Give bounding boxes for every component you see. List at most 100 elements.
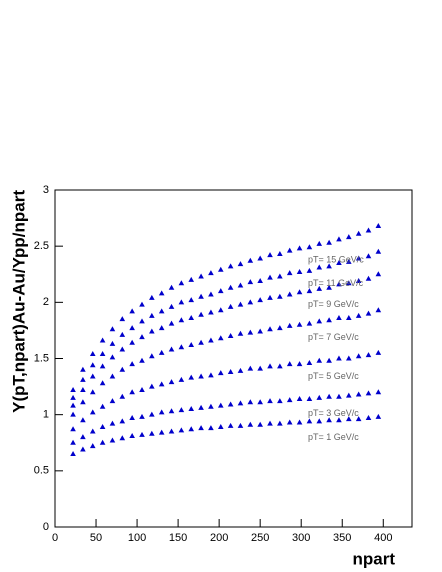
data-point	[346, 416, 352, 422]
data-point	[326, 284, 332, 290]
data-point	[296, 395, 303, 401]
data-point	[336, 393, 342, 399]
data-point	[227, 284, 234, 290]
data-point	[237, 282, 244, 288]
data-point	[89, 443, 96, 449]
data-point	[237, 330, 244, 336]
data-point	[257, 365, 263, 371]
data-point	[149, 353, 155, 359]
data-point	[139, 386, 145, 392]
data-point	[365, 415, 372, 421]
data-point	[109, 437, 116, 443]
data-point	[168, 284, 175, 290]
data-point	[365, 310, 372, 316]
data-point	[149, 328, 155, 334]
data-point	[158, 325, 165, 331]
data-point	[208, 372, 214, 378]
data-point	[257, 328, 263, 334]
data-point	[99, 351, 106, 357]
data-point	[375, 413, 382, 419]
data-point	[80, 446, 86, 452]
series-label: pT= 11 GeV/c	[308, 278, 364, 288]
data-point	[168, 379, 175, 385]
data-point	[306, 267, 313, 273]
data-point	[198, 425, 204, 431]
data-point	[227, 422, 234, 428]
data-point	[267, 274, 273, 280]
data-point	[99, 363, 106, 369]
data-point	[355, 312, 362, 318]
data-point	[257, 297, 263, 303]
x-tick-label: 250	[251, 532, 269, 544]
data-point	[346, 280, 352, 286]
series-label: pT= 5 GeV/c	[308, 371, 359, 381]
data-point	[267, 326, 273, 332]
data-point	[149, 312, 155, 318]
data-point	[355, 277, 362, 283]
data-point	[217, 370, 224, 376]
data-point	[237, 422, 244, 428]
data-point	[158, 290, 165, 296]
data-point	[227, 263, 234, 269]
data-point	[375, 248, 382, 254]
data-point	[89, 389, 96, 395]
data-point	[70, 439, 76, 445]
data-point	[139, 431, 145, 437]
data-point	[99, 439, 106, 445]
data-point	[375, 349, 382, 355]
y-tick-label: 0	[43, 521, 49, 533]
data-point	[99, 337, 106, 343]
data-point	[80, 366, 86, 372]
data-point	[80, 417, 86, 423]
data-point	[70, 426, 76, 432]
x-tick-label: 50	[90, 532, 102, 544]
data-point	[80, 434, 86, 440]
data-point	[119, 366, 126, 372]
data-point	[158, 349, 165, 355]
data-point	[139, 357, 145, 363]
data-point	[336, 260, 342, 266]
data-point	[168, 303, 175, 309]
data-point	[208, 337, 214, 343]
data-point	[355, 416, 362, 422]
data-point	[316, 240, 323, 246]
data-point	[208, 309, 214, 315]
data-point	[109, 373, 116, 379]
data-point	[296, 321, 303, 327]
data-point	[158, 409, 165, 415]
data-point	[188, 342, 195, 348]
data-point	[217, 424, 224, 430]
data-point	[129, 325, 135, 331]
data-point	[306, 418, 313, 424]
data-point	[296, 361, 303, 367]
data-point	[277, 398, 283, 404]
data-point	[257, 399, 263, 405]
data-point	[178, 317, 185, 323]
data-point	[306, 244, 313, 250]
data-point	[247, 279, 254, 285]
data-point	[355, 230, 362, 236]
data-point	[326, 393, 332, 399]
data-point	[168, 428, 175, 434]
data-point	[129, 361, 135, 367]
data-point	[346, 355, 352, 361]
data-point	[267, 420, 273, 426]
data-point	[355, 391, 362, 397]
data-point	[326, 317, 332, 323]
data-point	[129, 308, 135, 314]
data-point	[99, 380, 106, 386]
data-point	[80, 376, 86, 382]
data-point	[198, 273, 204, 279]
plot-frame	[54, 189, 413, 528]
data-point	[188, 276, 195, 282]
data-point	[346, 315, 352, 321]
data-point	[168, 408, 175, 414]
data-point	[158, 381, 165, 387]
data-point	[237, 261, 244, 267]
y-axis-label: Y(pT,npart)Au-Au/Ypp/npart	[9, 190, 28, 413]
data-point	[129, 339, 135, 345]
data-point	[89, 351, 96, 357]
data-point	[119, 346, 126, 352]
data-point	[237, 367, 244, 373]
data-point	[149, 294, 155, 300]
